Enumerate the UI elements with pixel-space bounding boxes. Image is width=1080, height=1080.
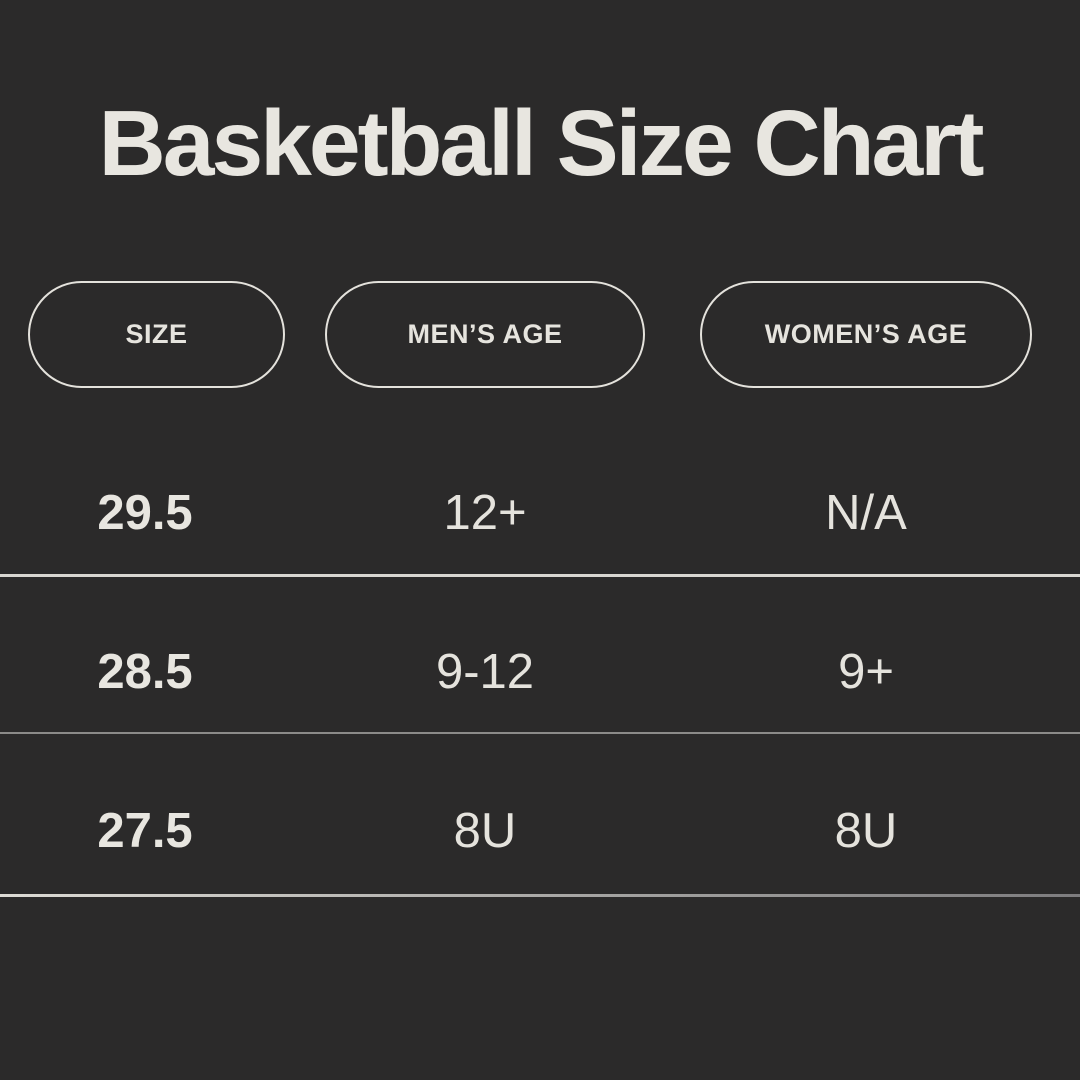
cell-mens-age: 12+ (443, 485, 527, 540)
cell-size: 27.5 (97, 804, 193, 858)
column-header-womens-age: WOMEN’S AGE (700, 281, 1032, 388)
table-row: 29.5 12+ N/A (0, 417, 1080, 574)
cell-mens-age: 9-12 (435, 644, 535, 699)
table-row: 27.5 8U 8U (0, 734, 1080, 894)
cell-size: 29.5 (97, 485, 193, 540)
size-table: 29.5 12+ N/A 28.5 9-12 9+ 27.5 8U 8U (0, 417, 1080, 897)
row-divider (0, 732, 1080, 734)
row-divider (0, 894, 1080, 897)
cell-mens-age: 8U (453, 804, 517, 858)
column-header-mens-age-label: MEN’S AGE (407, 319, 563, 349)
cell-womens-age: 8U (834, 804, 898, 858)
page-title: Basketball Size Chart (98, 91, 985, 195)
cell-womens-age: N/A (825, 485, 907, 540)
column-header-size-label: SIZE (125, 319, 188, 349)
row-divider (0, 574, 1080, 577)
column-header-womens-age-label: WOMEN’S AGE (764, 319, 968, 349)
cell-size: 28.5 (97, 644, 193, 699)
table-row: 28.5 9-12 9+ (0, 577, 1080, 732)
cell-womens-age: 9+ (838, 644, 894, 699)
column-header-size: SIZE (28, 281, 285, 388)
column-header-mens-age: MEN’S AGE (325, 281, 645, 388)
table-header-row: SIZE MEN’S AGE WOMEN’S AGE (0, 281, 1080, 388)
